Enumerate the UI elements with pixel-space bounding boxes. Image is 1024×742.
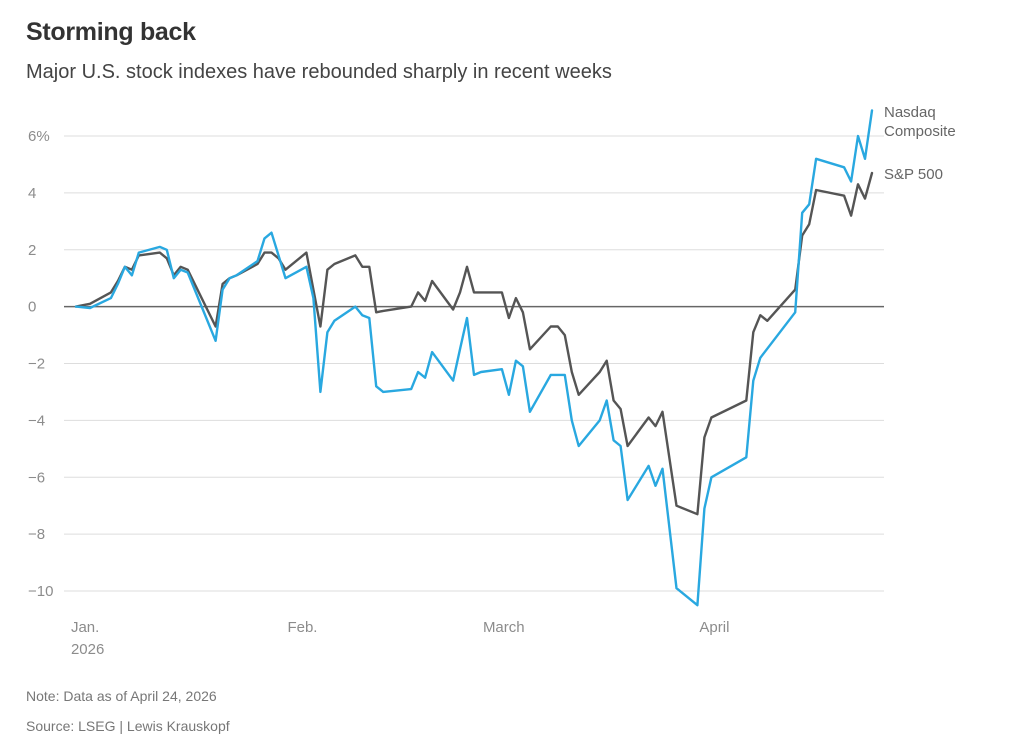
y-tick-label: 0 xyxy=(28,299,36,316)
y-tick-label: 2 xyxy=(28,242,36,259)
y-tick-label: 6% xyxy=(28,128,50,145)
y-tick-label: −10 xyxy=(28,583,53,600)
series-label-nasdaq: Nasdaq xyxy=(884,104,936,121)
y-tick-label: 4 xyxy=(28,185,36,202)
y-tick-label: −8 xyxy=(28,526,45,543)
series-label-sp500: S&P 500 xyxy=(884,166,943,183)
y-tick-label: −6 xyxy=(28,469,45,486)
series-line-sp500 xyxy=(74,171,874,516)
x-tick-sublabel: 2026 xyxy=(71,641,104,658)
chart-source: Source: LSEG | Lewis Krauskopf xyxy=(26,718,230,734)
x-tick-label: April xyxy=(699,619,729,636)
series-labels: Nasdaq Composite S&P 500 xyxy=(884,104,956,183)
series-line-nasdaq xyxy=(74,109,874,607)
x-axis-ticks: Jan. 2026 Feb. March April xyxy=(71,619,729,658)
x-tick-label: Jan. xyxy=(71,619,99,636)
x-tick-label: Feb. xyxy=(287,619,317,636)
series-lines xyxy=(74,109,874,607)
series-label-nasdaq: Composite xyxy=(884,123,956,140)
y-tick-label: −2 xyxy=(28,356,45,373)
y-axis-ticks: −10 −8 −6 −4 −2 0 2 4 6% xyxy=(28,128,53,600)
chart-title: Storming back xyxy=(26,18,196,46)
chart-note: Note: Data as of April 24, 2026 xyxy=(26,688,217,704)
y-tick-label: −4 xyxy=(28,412,45,429)
chart-subtitle: Major U.S. stock indexes have rebounded … xyxy=(26,61,612,83)
x-tick-label: March xyxy=(483,619,525,636)
gridlines xyxy=(64,135,884,592)
